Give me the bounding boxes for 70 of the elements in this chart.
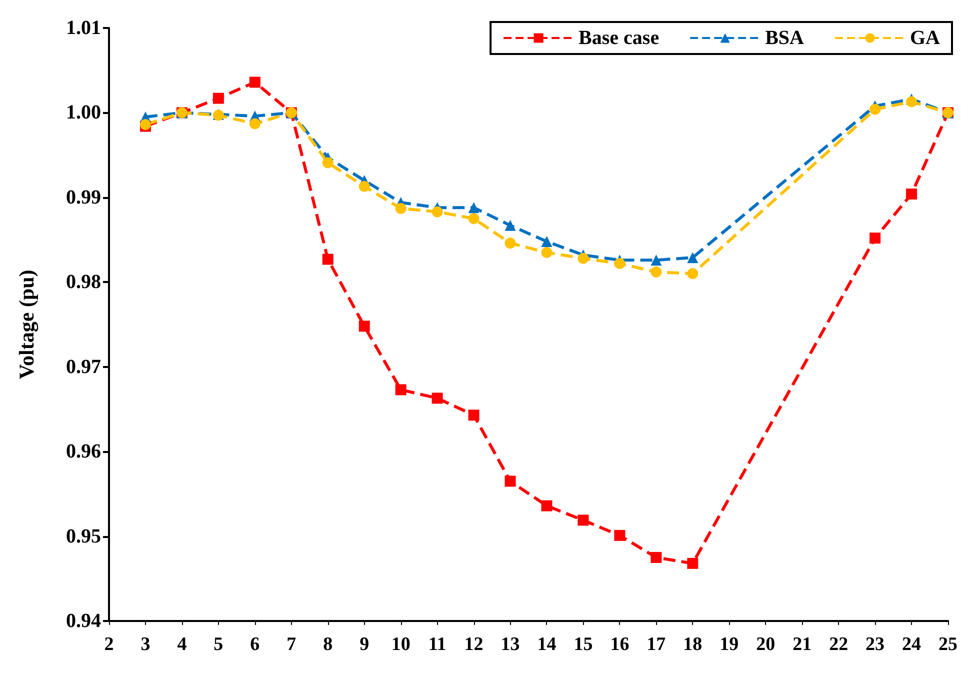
point [687, 268, 698, 280]
point [650, 552, 662, 563]
point [578, 514, 589, 526]
point [906, 188, 918, 200]
x-tick-label: 4 [177, 634, 188, 655]
point [468, 213, 480, 224]
y-tick-label: 0.98 [66, 271, 101, 294]
x-tick-label: 19 [720, 634, 739, 655]
x-tick-label: 7 [286, 634, 297, 655]
x-tick-label: 10 [391, 634, 410, 655]
x-tick-label: 22 [829, 634, 848, 655]
x-tick-label: 25 [938, 634, 958, 655]
point [432, 206, 443, 218]
x-tick-label: 6 [250, 634, 260, 655]
point [432, 392, 443, 404]
point [541, 246, 552, 258]
x-tick-label: 20 [756, 634, 776, 655]
x-tick-label: 5 [214, 634, 224, 655]
y-tick-label: 0.97 [66, 356, 101, 378]
y-tick-label: 0.99 [66, 186, 101, 208]
x-tick-label: 8 [323, 634, 333, 655]
y-tick-label: 1.00 [66, 102, 101, 124]
point [614, 530, 626, 541]
point [504, 220, 516, 231]
x-tick-label: 15 [574, 634, 593, 655]
point [212, 92, 224, 104]
point [906, 96, 918, 108]
point [322, 157, 334, 168]
point [395, 384, 406, 396]
x-tick-label: 3 [140, 634, 150, 655]
point [870, 232, 881, 244]
x-tick-label: 18 [683, 634, 702, 655]
point [541, 236, 552, 247]
y-axis-title: Voltage (pu) [14, 270, 38, 380]
point [504, 238, 516, 249]
y-tick-label: 0.96 [66, 440, 101, 463]
point [504, 476, 516, 487]
legend-label: GA [910, 27, 941, 49]
point [614, 258, 626, 270]
x-tick-label: 23 [866, 634, 885, 655]
point [687, 252, 698, 264]
point [687, 558, 698, 569]
point [541, 500, 552, 512]
x-tick-label: 9 [360, 634, 370, 655]
point [249, 118, 260, 130]
x-tick-label: 16 [610, 634, 630, 655]
x-tick-label: 12 [464, 634, 484, 655]
point [468, 410, 480, 421]
x-tick-label: 13 [500, 634, 520, 655]
point [358, 320, 370, 332]
legend-label: BSA [765, 27, 805, 49]
x-tick-label: 11 [428, 634, 446, 655]
x-tick-label: 17 [646, 634, 666, 655]
point [395, 202, 406, 214]
y-tick-label: 0.94 [66, 610, 101, 632]
point [870, 104, 881, 115]
point [468, 202, 480, 214]
point [650, 254, 662, 266]
y-tick-label: 0.95 [66, 525, 101, 548]
x-tick-label: 2 [104, 634, 114, 655]
point [650, 266, 662, 278]
x-tick-label: 24 [902, 634, 922, 655]
x-tick-label: 14 [537, 634, 557, 655]
legend-label: Base case [578, 27, 660, 49]
x-tick-label: 21 [792, 634, 812, 655]
point [358, 180, 370, 192]
y-tick-label: 1.01 [66, 17, 101, 39]
point [249, 76, 260, 88]
point [322, 254, 334, 265]
point [578, 252, 589, 264]
